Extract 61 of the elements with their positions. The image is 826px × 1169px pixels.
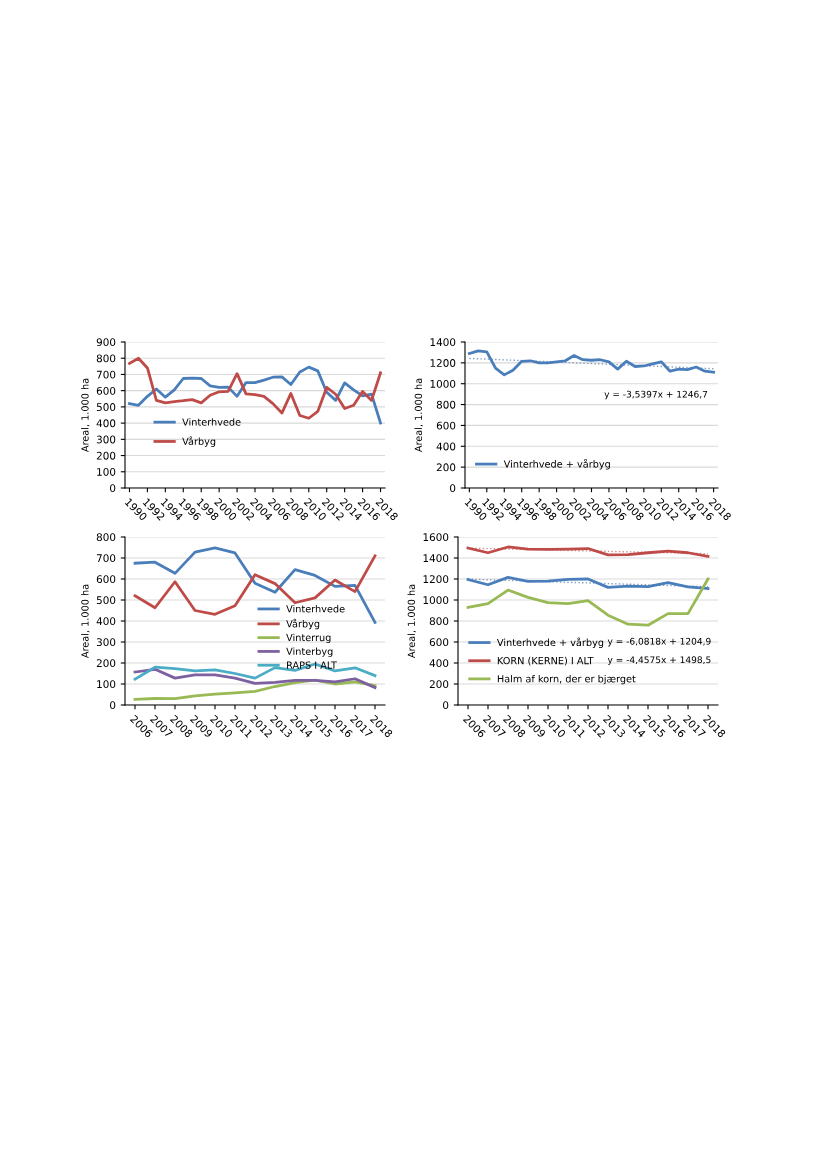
y-tick-label: 100: [97, 468, 116, 476]
y-tick-label: 1400: [430, 338, 456, 347]
y-tick-label: 200: [96, 659, 116, 668]
y-tick-label: 300: [96, 435, 116, 444]
y-tick-label: 0: [110, 701, 116, 710]
y-tick-label: 600: [429, 638, 449, 647]
y-axis-title: Areal, 1.000 ha: [81, 584, 90, 659]
line-series: [128, 356, 382, 420]
line-series: [133, 667, 377, 689]
legend-label: Vinterhvede + vårbyg: [503, 458, 610, 470]
y-axis-title: Areal, 1.000 ha: [414, 378, 424, 453]
y-tick-label: 800: [429, 617, 449, 626]
legend-label: Vårbyg: [286, 618, 320, 630]
y-tick-label: 0: [110, 484, 116, 493]
y-axis-title: Areal, 1.000 ha: [407, 584, 417, 659]
line-series: [467, 349, 716, 377]
y-tick-label: 1400: [423, 554, 449, 563]
line-series: [466, 577, 710, 627]
line-series: [128, 365, 382, 425]
annotation: y = -6,0818x + 1204,9: [607, 637, 711, 647]
legend-label: Vinterhvede: [182, 418, 241, 426]
annotation: y = -3,5397x + 1246,7: [604, 390, 708, 400]
y-tick-label: 600: [96, 575, 116, 584]
y-tick-label: 500: [96, 403, 116, 411]
y-tick-label: 600: [96, 386, 116, 395]
y-tick-label: 400: [429, 659, 449, 668]
y-tick-label: 1000: [430, 379, 456, 388]
legend-label: Halm af korn, der er bjærget: [497, 674, 636, 685]
y-tick-label: 1600: [423, 533, 449, 542]
y-tick-label: 500: [96, 596, 116, 605]
y-tick-label: 400: [96, 419, 116, 428]
legend-label: Vinterbyg: [286, 647, 333, 657]
y-tick-label: 200: [96, 451, 116, 460]
y-tick-label: 400: [96, 617, 116, 626]
y-tick-label: 300: [96, 638, 116, 647]
y-tick-label: 400: [436, 442, 456, 451]
y-tick-label: 600: [436, 421, 456, 430]
y-tick-label: 200: [436, 463, 456, 472]
y-axis-title: Areal, 1.000 ha: [81, 378, 90, 453]
legend-label: RAPS I ALT: [287, 661, 337, 669]
y-tick-label: 800: [96, 533, 116, 542]
y-tick-label: 1200: [423, 575, 449, 584]
y-tick-label: 900: [96, 338, 116, 347]
y-tick-label: 1200: [430, 359, 456, 367]
y-tick-label: 700: [96, 370, 116, 379]
legend-label: Vårbyg: [182, 436, 216, 447]
y-tick-label: 700: [96, 554, 116, 563]
y-tick-label: 1000: [423, 596, 449, 605]
y-tick-label: 100: [97, 680, 116, 689]
y-tick-label: 800: [436, 400, 456, 409]
y-tick-label: 0: [443, 701, 449, 710]
y-tick-label: 0: [450, 484, 456, 493]
line-series: [133, 662, 377, 681]
annotation: y = -4,4575x + 1498,5: [607, 656, 711, 665]
y-tick-label: 200: [429, 680, 449, 689]
legend-label: KORN (KERNE) I ALT: [497, 656, 594, 666]
y-tick-label: 800: [96, 354, 116, 363]
legend-label: Vinterrug: [286, 633, 331, 644]
legend-label: Vinterhvede: [286, 604, 345, 613]
line-series: [133, 554, 377, 616]
legend-label: Vinterhvede + vårbyg: [496, 637, 604, 648]
